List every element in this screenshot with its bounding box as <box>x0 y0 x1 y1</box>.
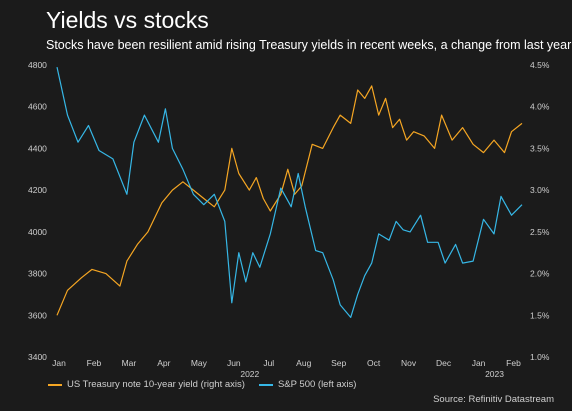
x-axis-tick-label: Feb <box>506 358 521 368</box>
x-axis-year-label: 2023 <box>485 369 504 379</box>
chart-title: Yields vs stocks <box>46 7 209 33</box>
x-axis-tick-label: Dec <box>436 358 452 368</box>
left-axis-tick-label: 4000 <box>28 227 47 237</box>
left-axis-tick-label: 3800 <box>28 269 47 279</box>
chart-legend: US Treasury note 10-year yield (right ax… <box>48 379 370 390</box>
legend-swatch-sp500 <box>258 383 273 386</box>
series-line-yield <box>56 85 523 316</box>
left-axis-tick-label: 4400 <box>28 143 47 153</box>
legend-label-yield: US Treasury note 10-year yield (right ax… <box>67 379 245 390</box>
left-axis-tick-label: 4800 <box>28 60 47 70</box>
source-note: Source: Refinitiv Datastream <box>433 394 554 405</box>
right-axis-tick-label: 1.5% <box>530 310 550 320</box>
chart-subtitle: Stocks have been resilient amid rising T… <box>46 38 572 52</box>
x-axis-tick-label: Jun <box>227 358 241 368</box>
right-axis-tick-label: 1.0% <box>530 352 550 362</box>
x-axis-tick-label: Jan <box>472 358 486 368</box>
x-axis-year-label: 2022 <box>240 369 259 379</box>
left-axis-tick-label: 3600 <box>28 310 47 320</box>
right-axis-tick-label: 4.5% <box>530 60 550 70</box>
x-axis-tick-label: Oct <box>367 358 381 368</box>
x-axis-tick-label: Apr <box>157 358 170 368</box>
x-axis-tick-label: Nov <box>401 358 417 368</box>
x-axis-tick-label: May <box>191 358 208 368</box>
x-axis-tick-label: Jan <box>52 358 66 368</box>
right-axis-tick-label: 3.0% <box>530 185 550 195</box>
x-axis-tick-label: Sep <box>331 358 346 368</box>
legend-item-sp500: S&P 500 (left axis) <box>258 379 357 390</box>
left-axis-tick-label: 4200 <box>28 185 47 195</box>
right-axis-tick-label: 2.5% <box>530 227 550 237</box>
legend-swatch-yield <box>48 383 62 386</box>
x-axis-tick-label: Aug <box>296 358 311 368</box>
legend-item-yield: US Treasury note 10-year yield (right ax… <box>48 379 245 390</box>
x-axis-tick-label: Mar <box>122 358 137 368</box>
left-axis-tick-label: 3400 <box>28 352 47 362</box>
x-axis-tick-label: Feb <box>87 358 102 368</box>
series-line-sp500 <box>56 66 523 318</box>
legend-label-sp500: S&P 500 (left axis) <box>277 379 357 390</box>
right-axis-tick-label: 3.5% <box>530 143 550 153</box>
x-axis-tick-label: Jul <box>263 358 274 368</box>
right-axis-tick-label: 4.0% <box>530 102 550 112</box>
right-axis-tick-label: 2.0% <box>530 269 550 279</box>
left-axis-tick-label: 4600 <box>28 102 47 112</box>
